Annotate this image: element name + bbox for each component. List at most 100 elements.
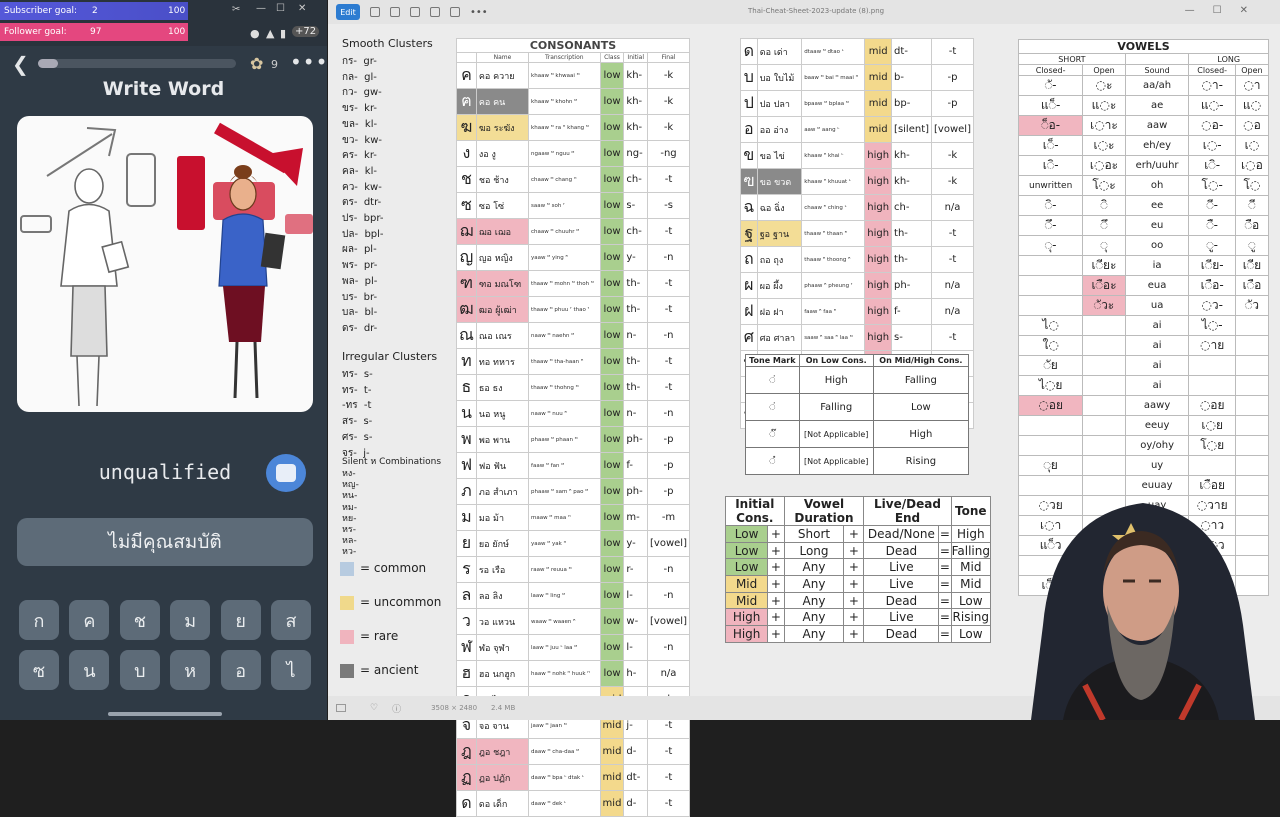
consonants-header: Class	[599, 52, 625, 63]
heart-icon[interactable]: ♡	[370, 703, 379, 713]
keyboard-key[interactable]: ไ	[271, 650, 311, 690]
vowel-cell	[1234, 315, 1270, 336]
keyboard-key[interactable]: ย	[220, 600, 261, 640]
consonant-name: ฒอ ผู้เฒ่า	[475, 296, 530, 323]
vowel-cell	[1017, 255, 1084, 276]
vowel-cell: เ◌ีย-	[1188, 255, 1236, 276]
vowel-cell: ◌าย	[1188, 335, 1236, 356]
gallery-icon[interactable]	[430, 7, 440, 17]
more-options-icon[interactable]: •••	[290, 50, 329, 74]
consonant-row: นนอ หนู naaw ᴹ nuu ᴿ low n- -n	[456, 400, 690, 427]
vowel-cell: ◌อย	[1017, 395, 1084, 416]
rotate-icon[interactable]	[370, 7, 380, 17]
consonant-final: -p	[931, 90, 974, 117]
consonant-row: ยยอ ยักษ์ yaaw ᴹ yak ᴴ low y- [vowel]	[456, 530, 690, 557]
vowel-row: ◌ุ- ◌ุ oo ◌ู- ◌ู	[1017, 235, 1270, 256]
cheat-sheet-image[interactable]: Smooth Clusters กร- gr- กล- gl- กว- gw- ขร-…	[328, 24, 1280, 817]
minimize-icon[interactable]: —	[256, 3, 266, 14]
keyboard-key[interactable]: น	[69, 650, 110, 690]
consonant-class: low	[599, 426, 625, 453]
keyboard-key[interactable]: บ	[119, 650, 160, 690]
consonant-row: ชชอ ช้าง chaaw ᴹ chang ᴴ low ch- -t	[456, 166, 690, 193]
vowel-row: ◌็อ- เ◌าะ aaw ◌อ- ◌อ	[1017, 115, 1270, 136]
vowel-cell	[1017, 275, 1084, 296]
answer-field[interactable]: ไม่มีคุณสมบัติ	[17, 518, 313, 566]
keyboard-key[interactable]: ห	[170, 650, 211, 690]
gem-count: 9	[271, 58, 278, 71]
rules-operator: +	[843, 525, 865, 543]
consonants-header: Name	[475, 52, 530, 63]
print-icon[interactable]	[410, 7, 420, 17]
back-arrow-icon[interactable]: ❮	[12, 52, 29, 76]
consonant-final: -m	[647, 504, 690, 531]
vowel-cell: เ◌อะ	[1082, 155, 1126, 176]
keyboard-key[interactable]: ซ	[19, 650, 59, 690]
language-app: ✂ — ☐ ✕ ● ▲ ▮ +72 Subscriber goal: 2 100…	[0, 0, 327, 720]
info-icon[interactable]: ⓘ	[392, 704, 402, 715]
consonant-final: -n	[647, 400, 690, 427]
vowel-cell	[1082, 455, 1126, 476]
consonant-letter: ถ	[740, 246, 758, 273]
tone-header-row: Tone Mark On Low Cons. On Mid/High Cons.	[745, 354, 970, 367]
speaker-button[interactable]	[266, 454, 306, 492]
consonant-name: บอ ใบไม้	[756, 64, 803, 91]
rules-header: Vowel Duration	[783, 496, 865, 526]
vowel-row: ◌ุย uy	[1017, 455, 1270, 476]
smooth-item: ขว- kw-	[342, 134, 382, 146]
consonant-name: ดอ เด็ก	[475, 790, 530, 817]
rules-operator: +	[843, 558, 865, 577]
consonant-transcription: khaaw ᴹ khwaai ᴹ	[528, 62, 601, 89]
consonant-transcription: faaw ᴿ faa ᴿ	[801, 298, 866, 325]
keyboard-key[interactable]: ก	[19, 600, 59, 640]
viewer-toolbar: Edit ••• Thai-Cheat-Sheet-2023-update (8…	[328, 0, 1280, 24]
keyboard-key[interactable]: ม	[170, 600, 211, 640]
vowel-cell: แ◌ะ	[1082, 95, 1126, 116]
vowel-cell: unwritten	[1017, 175, 1084, 196]
keyboard-key[interactable]: ช	[119, 600, 160, 640]
close-icon[interactable]: ✕	[298, 3, 307, 14]
consonant-final: -n	[647, 582, 690, 609]
tone-row: ◌๋ [Not Applicable] Rising	[745, 447, 970, 475]
rules-header: Initial Cons.	[725, 496, 785, 526]
maximize-icon[interactable]: ☐	[276, 3, 285, 14]
silent-item: หย-	[342, 513, 357, 524]
consonant-initial: b-	[891, 64, 933, 91]
consonant-name: ณอ เณร	[475, 322, 530, 349]
keyboard-key[interactable]: ค	[69, 600, 110, 640]
legend-label: = rare	[360, 629, 399, 643]
consonant-letter: ฑ	[456, 270, 477, 297]
keyboard-key[interactable]: อ	[220, 650, 261, 690]
edit-button[interactable]: Edit	[336, 4, 360, 20]
legend-swatch	[340, 630, 354, 644]
irregular-item: สร- s-	[342, 416, 373, 428]
more-icon[interactable]: •••	[470, 6, 488, 18]
consonant-initial: n-	[623, 322, 649, 349]
vowel-cell: โ◌-	[1188, 175, 1236, 196]
consonant-row: ขขอ ไข่ khaaw ᴿ khai ᴸ high kh- -k	[740, 142, 974, 169]
vowel-cell: ◌ี	[1234, 195, 1270, 216]
webcam-overlay	[1023, 495, 1261, 720]
consonant-letter: ฝ	[740, 298, 758, 325]
consonant-class: mid	[599, 764, 625, 791]
delete-icon[interactable]	[390, 7, 400, 17]
rules-tone: Mid	[950, 575, 992, 593]
consonant-class: high	[864, 168, 893, 195]
consonant-class: mid	[864, 116, 893, 143]
consonant-row: ภภอ สำเภา phaaw ᴹ sam ᴿ pao ᴹ low ph- -p	[456, 478, 690, 505]
keyboard-key[interactable]: ส	[271, 600, 311, 640]
vowel-cell: ◌ั-	[1017, 75, 1084, 96]
tone-cell: ◌๋	[745, 447, 800, 475]
rules-operator: =	[938, 558, 952, 577]
slideshow-icon[interactable]	[450, 7, 460, 17]
consonant-initial: kh-	[623, 88, 649, 115]
vowel-row: ใ◌ ai ◌าย	[1017, 335, 1270, 356]
consonant-initial: kh-	[623, 114, 649, 141]
consonant-name: คอ ควาย	[475, 62, 530, 89]
consonant-transcription: bpaaw ᴹ bplaa ᴹ	[801, 90, 866, 117]
consonant-name: ธอ ธง	[475, 374, 530, 401]
consonant-transcription: yaaw ᴹ ying ᴿ	[528, 244, 601, 271]
consonant-transcription: thaaw ᴹ thohng ᴹ	[528, 374, 601, 401]
consonant-initial: kh-	[891, 168, 933, 195]
rules-row: Low + Any + Live = Mid	[724, 558, 992, 577]
consonant-class: low	[599, 400, 625, 427]
